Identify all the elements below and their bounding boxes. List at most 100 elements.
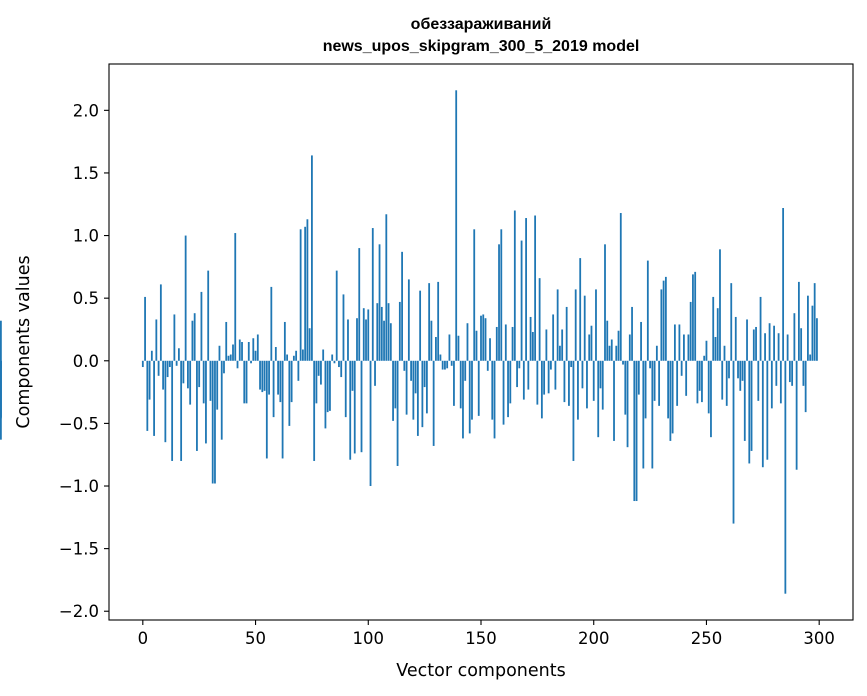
bar-96 <box>358 248 361 361</box>
bar-292 <box>800 328 803 361</box>
bar-127 <box>428 283 431 361</box>
bar-286 <box>786 334 789 361</box>
bar-151 <box>482 314 485 361</box>
bar-170 <box>525 218 527 361</box>
bar-69 <box>297 360 300 381</box>
bar-145 <box>468 360 471 434</box>
bar-285 <box>784 360 787 594</box>
bar-194 <box>579 258 582 361</box>
bar-106 <box>380 306 383 361</box>
bar-52 <box>259 360 261 390</box>
bar-111 <box>392 360 394 421</box>
y-axis-ticks: −2.0 −1.5 −1.0 −0.5 0.0 0.5 1.0 1.5 2.0 <box>59 101 109 621</box>
bar-92 <box>349 360 352 460</box>
bar-49 <box>252 338 255 361</box>
bar-188 <box>565 306 568 361</box>
bar-208 <box>610 339 613 361</box>
bar-205 <box>604 244 606 361</box>
bar-24 <box>196 360 198 451</box>
bar-65 <box>288 360 291 426</box>
bar-258 <box>723 345 726 361</box>
bar-185 <box>559 345 561 361</box>
bar-91 <box>347 319 349 361</box>
bar-236 <box>673 324 676 361</box>
bar-265 <box>739 360 742 391</box>
bar-289 <box>793 313 796 361</box>
bar-255 <box>716 308 719 361</box>
plot-frame <box>108 63 854 621</box>
y-tick-label: −1.0 <box>59 477 99 496</box>
bar-173 <box>531 331 534 361</box>
bar-140 <box>457 335 460 361</box>
bar-78 <box>317 360 320 376</box>
bar-227 <box>653 360 656 401</box>
y-tick-label: −2.0 <box>59 602 99 621</box>
bar-234 <box>669 360 672 441</box>
bar-190 <box>570 360 573 368</box>
bar-168 <box>520 240 523 361</box>
bar-3 <box>148 360 151 400</box>
bar-4 <box>150 350 153 361</box>
bar-39 <box>229 354 232 361</box>
bar-245 <box>694 271 697 361</box>
bar-288 <box>791 360 794 386</box>
bar-71 <box>301 349 304 361</box>
bar-195 <box>581 360 584 389</box>
bar-83 <box>329 360 331 411</box>
bar-series <box>0 90 818 594</box>
bar-67 <box>292 355 295 361</box>
bar-85 <box>333 360 336 364</box>
bar-6 <box>155 319 158 361</box>
bar-137 <box>450 360 453 366</box>
bar-217 <box>631 306 633 361</box>
bar-103 <box>374 360 376 386</box>
bar-118 <box>407 279 410 361</box>
bar-128 <box>430 320 433 361</box>
bar-70 <box>299 229 302 361</box>
x-tick-label: 100 <box>353 629 385 648</box>
y-axis-label: Components values <box>14 255 34 428</box>
bar-132 <box>439 354 442 361</box>
bar-244 <box>692 274 694 361</box>
bar-9 <box>162 360 165 390</box>
bar-36 <box>223 360 225 374</box>
bar-37 <box>225 321 228 361</box>
bar-11 <box>166 360 169 378</box>
bar-259 <box>725 360 728 406</box>
bar-187 <box>563 360 566 403</box>
bar-108 <box>385 214 388 361</box>
bar-50 <box>254 350 257 361</box>
bar-186 <box>561 329 564 361</box>
bar-55 <box>265 360 268 459</box>
bar-15 <box>175 360 178 366</box>
bar-182 <box>552 314 555 361</box>
bar-161 <box>504 324 507 361</box>
bar-199 <box>590 325 593 361</box>
bar-202 <box>597 360 600 438</box>
bar-172 <box>529 316 532 361</box>
y-tick-label: 1.0 <box>73 227 99 246</box>
bar-130 <box>435 336 437 361</box>
bar-201 <box>595 289 597 361</box>
bar-56 <box>268 360 270 395</box>
bar-299 <box>816 318 818 361</box>
bar-222 <box>642 360 645 469</box>
bar-221 <box>640 321 642 361</box>
bar-158 <box>498 244 500 361</box>
bar-97 <box>360 360 363 453</box>
bar-228 <box>655 345 658 361</box>
bar-175 <box>536 360 539 405</box>
bar-180 <box>547 360 550 394</box>
bar-157 <box>495 326 498 361</box>
bar-218 <box>633 360 636 502</box>
bar-225 <box>649 360 651 369</box>
bar-183 <box>554 360 557 390</box>
bar-160 <box>502 360 505 425</box>
bar-99 <box>365 319 367 361</box>
bar-224 <box>646 260 649 361</box>
bar-38 <box>227 355 230 361</box>
bar-155 <box>491 360 494 420</box>
bar-154 <box>489 338 491 361</box>
bar-263 <box>734 316 737 361</box>
bar-149 <box>477 360 480 416</box>
